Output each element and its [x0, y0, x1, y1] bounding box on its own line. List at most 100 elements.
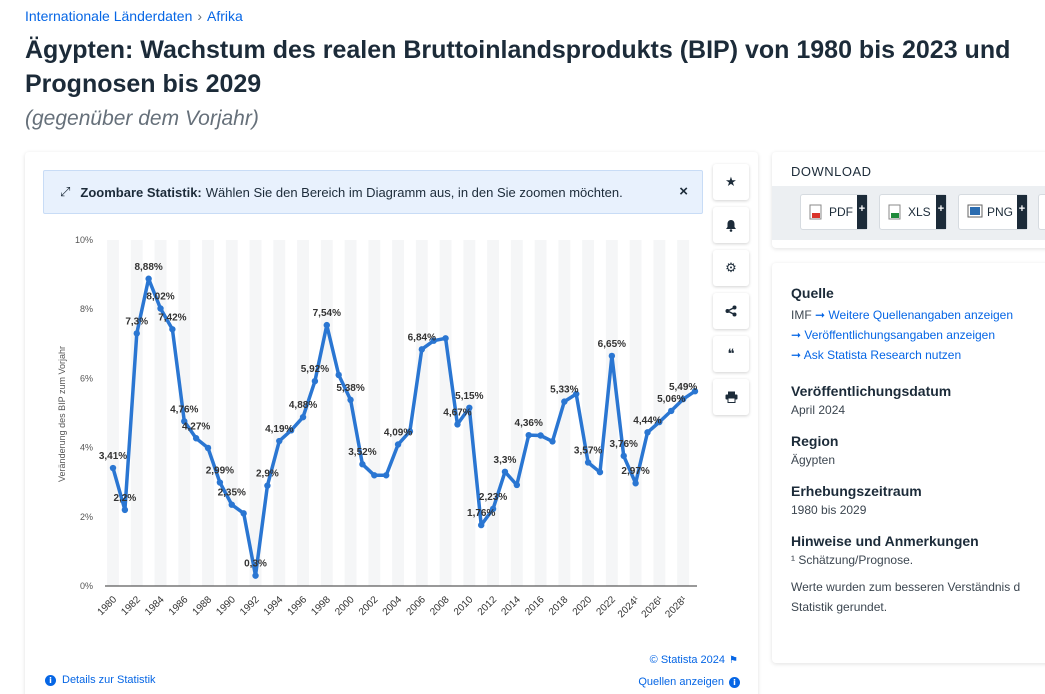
data-point[interactable]	[442, 335, 449, 342]
chart-card: ⤢ Zoombare Statistik: Wählen Sie den Ber…	[25, 152, 758, 694]
download-png-button[interactable]: PNG +	[958, 194, 1028, 230]
line-chart[interactable]: 0%2%4%6%8%10% 1980 1982 1984 1986 1988 1990 19…	[25, 152, 758, 652]
page-subtitle: (gegenüber dem Vorjahr)	[25, 107, 259, 130]
data-point[interactable]	[394, 441, 402, 448]
data-point[interactable]	[323, 321, 330, 329]
download-pdf-label: PDF	[829, 205, 853, 219]
close-icon[interactable]: ×	[679, 183, 688, 200]
data-point[interactable]	[347, 396, 354, 404]
data-point[interactable]	[192, 435, 200, 442]
x-tick-label: 2008	[428, 594, 452, 618]
quote-icon[interactable]: ❝	[713, 336, 749, 372]
sources-link[interactable]: Quellen anzeigen i	[638, 676, 740, 688]
data-point[interactable]	[513, 481, 521, 489]
data-point[interactable]	[478, 521, 485, 529]
data-point[interactable]	[668, 407, 675, 415]
publication-info-link[interactable]: ➞ Veröffentlichungsangaben anzeigen	[791, 325, 1045, 345]
download-pdf-button[interactable]: PDF +	[800, 194, 868, 230]
grid-band	[510, 240, 523, 586]
data-point[interactable]	[382, 472, 390, 479]
data-label: 2,23%	[479, 492, 507, 503]
zoom-banner-text: Wählen Sie den Bereich im Diagramm aus, …	[205, 184, 623, 200]
notes-heading: Hinweise und Anmerkungen	[791, 533, 979, 549]
breadcrumb-link-laenderdaten[interactable]: Internationale Länderdaten	[25, 8, 193, 24]
data-point[interactable]	[287, 427, 295, 434]
ask-research-link-label: Ask Statista Research nutzen	[803, 348, 962, 362]
data-point[interactable]	[157, 305, 164, 312]
data-point[interactable]	[121, 506, 129, 514]
data-point[interactable]	[109, 464, 117, 472]
data-point[interactable]	[489, 505, 497, 513]
data-label: 3,3%	[494, 455, 517, 466]
data-point[interactable]	[216, 479, 224, 486]
data-point[interactable]	[145, 275, 152, 282]
data-point[interactable]	[561, 398, 568, 405]
data-point[interactable]	[169, 326, 176, 333]
favorite-star-icon[interactable]: ★	[713, 164, 749, 200]
data-point[interactable]	[525, 431, 532, 439]
png-file-icon	[967, 204, 983, 220]
source-heading: Quelle	[791, 285, 834, 301]
data-point[interactable]	[371, 472, 378, 479]
data-point[interactable]	[620, 452, 627, 460]
plus-icon: +	[1017, 195, 1027, 229]
source-more-link[interactable]: IMF ➞ Weitere Quellenangaben anzeigen	[791, 305, 1045, 325]
data-point[interactable]	[537, 432, 544, 439]
x-tick-label: 2000	[333, 594, 357, 618]
data-point[interactable]	[133, 330, 140, 337]
grid-band	[202, 240, 214, 586]
data-point[interactable]	[454, 421, 461, 428]
data-point[interactable]	[656, 418, 663, 426]
data-point[interactable]	[252, 572, 259, 579]
data-point[interactable]	[359, 461, 366, 468]
data-point[interactable]	[466, 404, 473, 412]
data-point[interactable]	[632, 480, 639, 487]
data-point[interactable]	[679, 395, 687, 403]
data-point[interactable]	[406, 428, 414, 435]
details-link[interactable]: i Details zur Statistik	[45, 674, 156, 686]
data-label: 2,9%	[256, 469, 279, 480]
data-label: 3,52%	[348, 447, 376, 458]
x-tick-label: 2006	[404, 594, 428, 618]
settings-gear-icon[interactable]: ⚙	[713, 250, 749, 286]
data-point[interactable]	[264, 482, 271, 489]
data-point[interactable]	[418, 346, 426, 353]
data-point[interactable]	[596, 468, 604, 476]
data-point[interactable]	[335, 371, 342, 379]
data-point[interactable]	[299, 413, 307, 421]
arrow-right-icon: ➞	[791, 348, 802, 362]
data-point[interactable]	[276, 437, 283, 445]
data-point[interactable]	[204, 444, 212, 452]
download-more-button[interactable]	[1038, 194, 1045, 230]
copyright-label: © Statista 2024	[649, 654, 726, 666]
data-point[interactable]	[549, 438, 556, 445]
breadcrumb-link-afrika[interactable]: Afrika	[207, 8, 243, 24]
data-point[interactable]	[240, 510, 247, 517]
grid-band	[154, 240, 167, 586]
x-tick-label: 2024¹	[616, 594, 642, 620]
data-point[interactable]	[430, 337, 437, 344]
data-label: 2,2%	[113, 493, 136, 504]
data-point[interactable]	[644, 429, 651, 436]
data-label: 4,67%	[443, 407, 471, 418]
data-point[interactable]	[608, 352, 616, 360]
bell-shape	[726, 219, 736, 232]
data-point[interactable]	[573, 390, 580, 398]
share-icon[interactable]	[713, 293, 749, 329]
print-icon[interactable]	[713, 379, 749, 415]
y-tick-label: 2%	[80, 512, 93, 522]
data-point[interactable]	[311, 377, 319, 385]
x-tick-label: 1988	[191, 594, 215, 618]
download-xls-label: XLS	[908, 205, 931, 219]
data-label: 3,41%	[99, 451, 127, 462]
statista-copyright[interactable]: © Statista 2024 ⚑	[650, 654, 738, 666]
data-point[interactable]	[228, 501, 235, 508]
data-point[interactable]	[501, 468, 509, 476]
grid-band	[487, 240, 500, 586]
data-point[interactable]	[584, 459, 592, 466]
data-point[interactable]	[691, 388, 699, 395]
download-xls-button[interactable]: XLS +	[879, 194, 947, 230]
data-point[interactable]	[181, 418, 188, 425]
notification-bell-icon[interactable]	[713, 207, 749, 243]
ask-research-link[interactable]: ➞ Ask Statista Research nutzen	[791, 345, 1045, 365]
